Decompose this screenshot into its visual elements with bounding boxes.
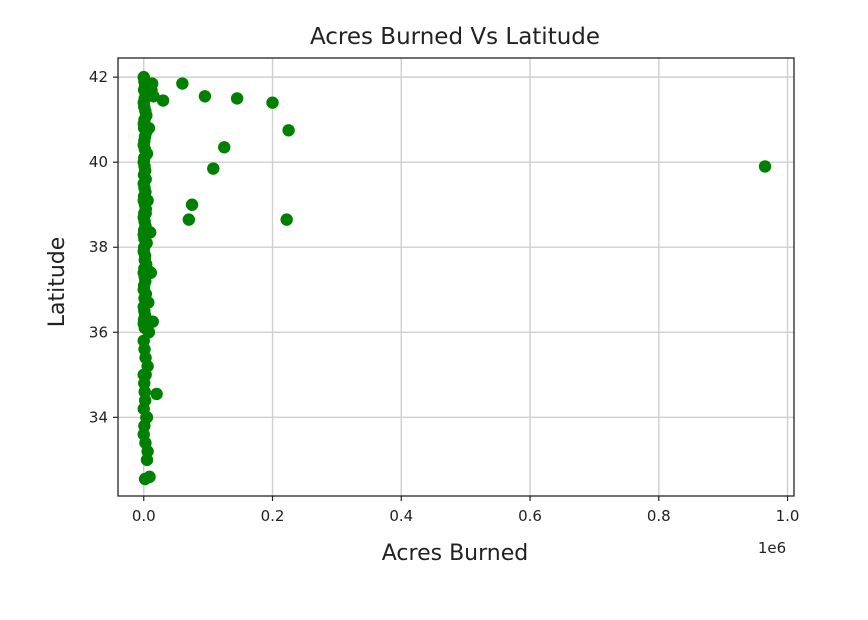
scatter-point: [230, 92, 244, 105]
scatter-point: [218, 141, 231, 154]
scatter-point: [280, 213, 293, 226]
scatter-point: [141, 194, 154, 207]
x-tick-label: 1.0: [776, 507, 800, 525]
x-axis-offset-label: 1e6: [758, 539, 786, 557]
scatter-point: [139, 207, 152, 220]
x-tick-label: 0.8: [647, 507, 671, 525]
scatter-point: [138, 472, 152, 486]
y-tick-label: 40: [89, 153, 108, 171]
scatter-point: [145, 77, 159, 90]
data-points: [137, 70, 772, 486]
scatter-point: [198, 90, 212, 103]
scatter-point: [150, 387, 163, 401]
scatter-point: [758, 160, 772, 173]
scatter-point: [207, 162, 220, 175]
scatter-point: [185, 198, 199, 211]
scatter-point: [139, 368, 152, 382]
x-axis-title: Acres Burned: [382, 541, 528, 566]
scatter-point: [142, 121, 156, 135]
chart-title: Acres Burned Vs Latitude: [310, 24, 600, 50]
y-axis-title: Latitude: [45, 237, 70, 328]
y-tick-label: 34: [89, 408, 108, 426]
scatter-point: [266, 96, 279, 109]
y-tick-label: 42: [89, 68, 108, 86]
scatter-point: [282, 124, 295, 137]
scatter-point: [182, 213, 196, 226]
x-axis-ticks: 0.0 0.2 0.4 0.6 0.8 1.0: [132, 496, 800, 525]
x-tick-label: 0.6: [518, 507, 542, 525]
scatter-point: [140, 411, 153, 424]
x-tick-label: 0.4: [389, 507, 413, 525]
scatter-point: [141, 445, 154, 458]
grid-lines: [118, 58, 794, 496]
y-tick-label: 36: [89, 323, 108, 341]
scatter-point: [143, 226, 157, 239]
scatter-point: [147, 90, 160, 103]
plot-frame: [117, 57, 795, 497]
scatter-point: [176, 77, 189, 90]
x-tick-label: 0.2: [261, 507, 285, 525]
y-tick-label: 38: [89, 238, 108, 256]
y-axis-ticks: 34 36 38 40 42: [89, 68, 118, 426]
scatter-point: [146, 315, 159, 328]
scatter-point: [144, 266, 158, 279]
scatter-point: [156, 94, 170, 107]
x-tick-label: 0.0: [132, 507, 156, 525]
